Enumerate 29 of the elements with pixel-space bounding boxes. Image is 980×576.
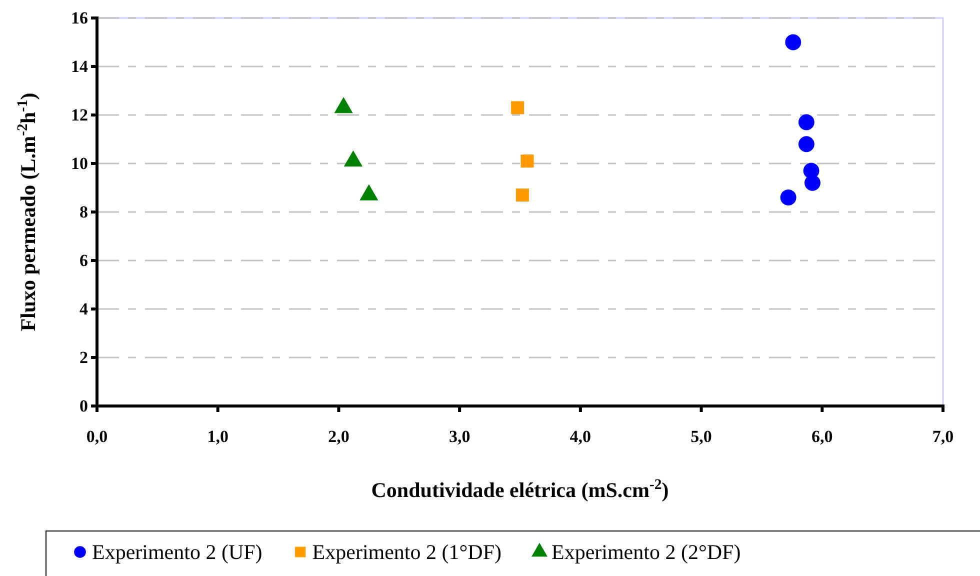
point <box>785 34 802 50</box>
point <box>516 188 529 202</box>
x-tick-label: 6,0 <box>812 427 833 446</box>
x-tick-label: 4,0 <box>570 427 592 446</box>
x-tick-label: 2,0 <box>328 427 350 446</box>
y-tick-label: 4 <box>80 299 88 318</box>
y-tick-label: 14 <box>71 56 88 76</box>
point <box>780 189 796 206</box>
x-tick-label: 0,0 <box>86 427 108 446</box>
y-tick-label: 2 <box>80 348 88 367</box>
legend-label: Experimento 2 (2°DF) <box>552 540 741 564</box>
y-tick-label: 8 <box>80 202 88 222</box>
y-tick-label: 0 <box>80 396 88 416</box>
x-tick-label: 7,0 <box>932 427 954 446</box>
point <box>798 136 814 152</box>
point <box>511 101 524 114</box>
y-tick-label: 16 <box>71 8 88 28</box>
legend-label: Experimento 2 (UF) <box>92 540 262 564</box>
x-tick-label: 5,0 <box>690 427 712 446</box>
y-tick-label: 12 <box>71 105 88 124</box>
y-tick-label: 6 <box>80 250 88 270</box>
x-axis-title: Condutividade elétrica (mS.cm$^{-2}$) <box>371 477 669 502</box>
legend-label: Experimento 2 (1°DF) <box>312 540 502 564</box>
point <box>520 154 534 168</box>
y-tick-label: 10 <box>71 154 88 173</box>
point <box>798 114 814 130</box>
point <box>804 174 820 191</box>
x-tick-label: 3,0 <box>448 427 470 446</box>
x-tick-label: 1,0 <box>207 427 228 446</box>
